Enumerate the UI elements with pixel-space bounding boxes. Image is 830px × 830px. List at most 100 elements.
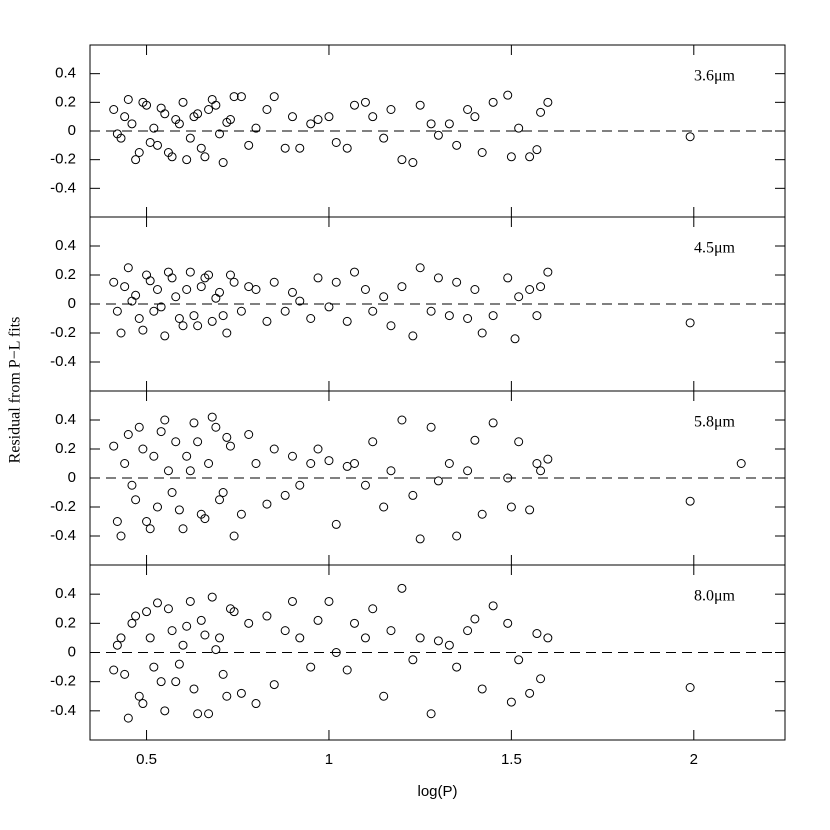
point <box>138 699 148 709</box>
point <box>207 94 217 104</box>
point <box>229 531 239 541</box>
point <box>433 636 443 646</box>
point <box>379 292 389 302</box>
point <box>306 314 316 323</box>
point <box>138 325 148 335</box>
point <box>218 669 228 679</box>
point <box>131 155 141 165</box>
point <box>200 273 210 283</box>
point <box>313 273 323 283</box>
point <box>503 473 513 483</box>
point <box>167 626 177 636</box>
point <box>433 476 443 486</box>
x-tick-label: 1 <box>325 751 333 768</box>
point <box>244 618 254 628</box>
point <box>167 273 177 283</box>
point <box>185 466 195 476</box>
y-tick-label: 0.4 <box>55 411 76 428</box>
point <box>215 495 225 505</box>
point <box>360 480 370 490</box>
y-tick-label: 0 <box>68 469 76 486</box>
point <box>152 598 162 608</box>
point <box>408 490 418 500</box>
point <box>463 105 473 114</box>
point <box>379 133 389 143</box>
point <box>134 422 144 432</box>
point <box>408 331 418 341</box>
point <box>215 287 225 297</box>
point <box>452 531 462 541</box>
point <box>123 713 133 723</box>
point <box>236 509 246 519</box>
point <box>470 614 480 624</box>
point <box>262 611 272 621</box>
point <box>287 451 297 461</box>
point <box>350 618 360 628</box>
point <box>350 267 360 277</box>
y-tick-label: 0 <box>68 122 76 139</box>
point <box>386 466 396 476</box>
point <box>127 618 137 628</box>
point <box>251 459 261 468</box>
point <box>182 285 192 294</box>
y-tick-label: 0.2 <box>55 93 76 110</box>
point <box>156 677 166 687</box>
point <box>149 306 159 316</box>
x-axis-label: log(P) <box>417 783 457 800</box>
point <box>178 640 188 650</box>
point <box>532 459 542 468</box>
point <box>360 633 370 643</box>
point <box>185 133 195 143</box>
point <box>149 123 159 133</box>
point <box>123 94 133 104</box>
y-axis-label: Residual from P−L fits <box>7 317 24 464</box>
point <box>280 490 290 500</box>
point <box>306 662 316 672</box>
point <box>196 282 206 292</box>
point <box>211 293 221 303</box>
point <box>171 437 181 447</box>
point <box>142 607 152 617</box>
point <box>426 709 436 719</box>
point <box>236 92 246 102</box>
point <box>174 119 184 129</box>
point <box>386 105 396 114</box>
point <box>138 97 148 107</box>
point <box>685 132 695 142</box>
point <box>463 466 473 476</box>
point <box>196 615 206 625</box>
point <box>488 418 498 428</box>
point <box>163 148 173 157</box>
point <box>145 137 155 147</box>
y-tick-label: 0.2 <box>55 440 76 457</box>
point <box>134 314 144 323</box>
point <box>536 674 546 684</box>
point <box>204 105 214 114</box>
point <box>488 97 498 107</box>
y-tick-label: 0.4 <box>55 65 76 82</box>
point <box>488 601 498 611</box>
point <box>182 621 192 631</box>
point <box>189 684 199 694</box>
point <box>514 655 524 665</box>
point <box>120 669 130 679</box>
point <box>225 270 235 280</box>
point <box>174 505 184 515</box>
point <box>262 499 272 509</box>
point <box>218 311 228 321</box>
point <box>470 435 480 445</box>
point <box>116 531 126 541</box>
point <box>269 444 279 454</box>
point <box>189 418 199 428</box>
point <box>350 459 360 468</box>
point <box>525 688 535 698</box>
point <box>503 618 513 628</box>
point <box>543 267 553 277</box>
point <box>218 158 228 168</box>
point <box>160 706 170 716</box>
point <box>525 152 535 162</box>
point <box>152 285 162 294</box>
point <box>174 659 184 669</box>
point <box>182 155 192 165</box>
